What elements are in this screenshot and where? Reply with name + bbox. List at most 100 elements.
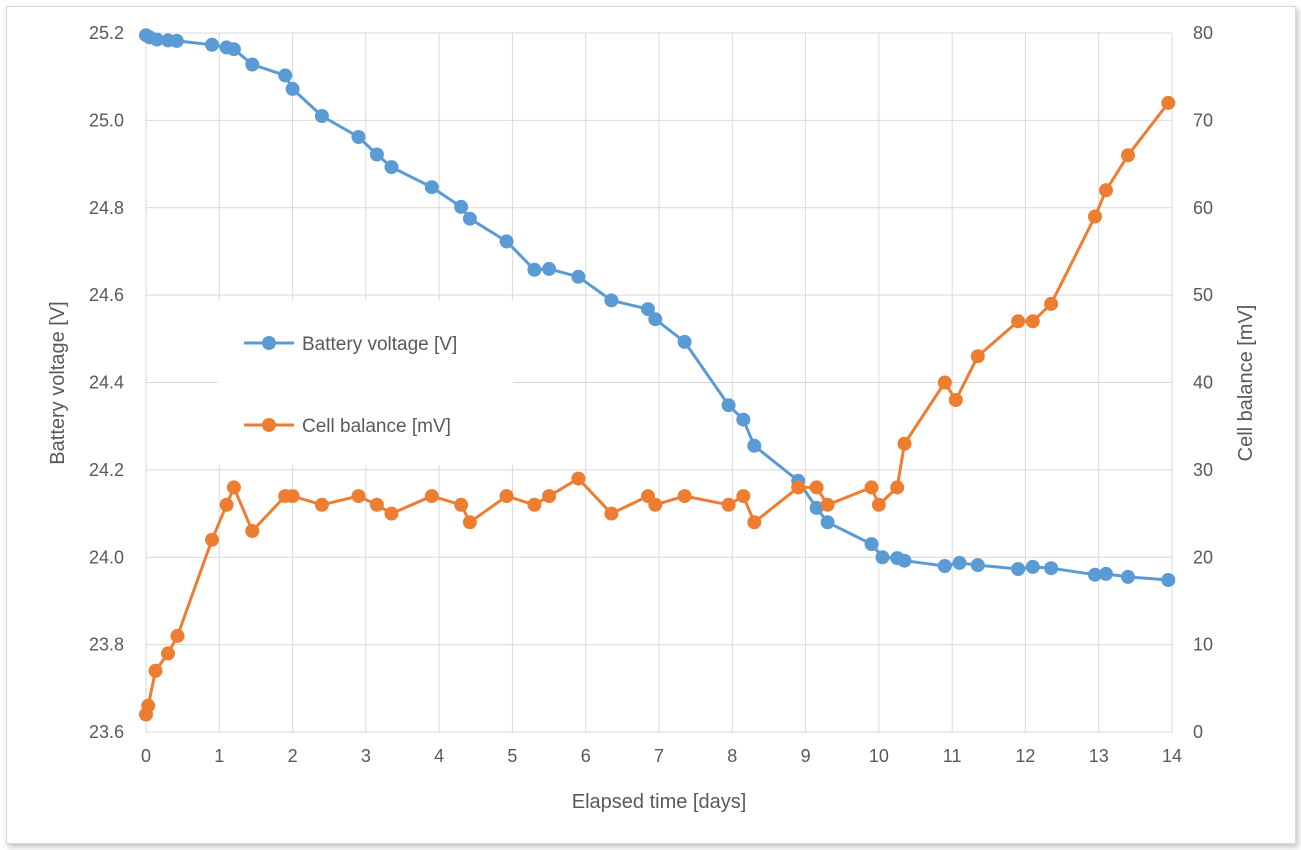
data-point — [424, 489, 439, 504]
data-point — [1121, 148, 1135, 163]
data-point — [890, 480, 905, 495]
x-tick-label: 6 — [581, 746, 591, 766]
data-point — [677, 334, 692, 349]
y2-axis-title: Cell balance [mV] — [1235, 305, 1257, 462]
data-point — [1099, 566, 1113, 581]
data-point — [245, 57, 260, 72]
data-point — [499, 234, 514, 249]
data-point — [648, 497, 663, 512]
legend-swatch-marker-voltage — [262, 336, 276, 350]
data-point — [278, 68, 293, 83]
data-point — [148, 663, 163, 678]
y2-tick-label: 80 — [1193, 23, 1213, 43]
data-point — [454, 199, 469, 214]
series-cell-balance — [139, 95, 1176, 722]
data-point — [205, 37, 219, 52]
data-point — [721, 497, 736, 512]
y-tick-label: 25.2 — [89, 23, 124, 43]
data-point — [736, 489, 751, 504]
data-point — [285, 489, 300, 504]
data-point — [1161, 573, 1176, 587]
series-line — [144, 101, 1170, 715]
x-tick-label: 14 — [1162, 746, 1182, 766]
data-point — [245, 524, 260, 538]
data-point — [809, 500, 824, 515]
series-layer — [139, 28, 1176, 722]
data-point — [648, 312, 663, 327]
x-tick-label: 0 — [141, 746, 151, 766]
data-point — [285, 81, 300, 96]
legend-label-voltage: Battery voltage [V] — [302, 334, 457, 355]
data-point — [820, 497, 835, 512]
data-point — [141, 698, 156, 713]
legend-box — [218, 300, 513, 465]
y-axis-title: Battery voltage [V] — [47, 301, 69, 464]
data-point — [1025, 314, 1040, 329]
y-tick-label: 24.0 — [89, 547, 124, 567]
data-point — [571, 471, 586, 486]
data-point — [948, 393, 963, 407]
data-point — [351, 130, 366, 144]
data-point — [462, 211, 477, 226]
data-point — [677, 489, 692, 504]
data-point — [219, 497, 234, 512]
y-tick-label: 24.2 — [89, 460, 124, 480]
x-tick-label: 12 — [1015, 746, 1035, 766]
data-point — [1088, 209, 1102, 224]
y-tick-label: 23.8 — [89, 635, 124, 655]
data-point — [205, 532, 219, 547]
data-point — [351, 489, 366, 504]
data-point — [604, 506, 619, 521]
data-point — [384, 160, 399, 175]
data-point — [571, 269, 586, 284]
data-point — [369, 147, 384, 162]
data-point — [1044, 296, 1059, 311]
series-line — [145, 33, 1169, 582]
x-tick-label: 5 — [507, 746, 517, 766]
data-point — [970, 349, 985, 364]
legend: Battery voltage [V] Cell balance [mV] — [218, 300, 513, 465]
y-tick-label: 24.6 — [89, 285, 124, 305]
data-point — [871, 497, 886, 512]
data-point — [875, 550, 890, 565]
data-point — [1088, 567, 1102, 582]
data-point — [1044, 561, 1059, 576]
data-point — [721, 398, 736, 413]
x-tick-label: 7 — [654, 746, 664, 766]
data-point — [864, 537, 879, 552]
data-point — [1161, 95, 1176, 110]
data-point — [369, 497, 384, 512]
data-point — [226, 480, 241, 495]
data-point — [604, 293, 619, 308]
x-tick-label: 11 — [943, 746, 962, 766]
data-point — [542, 489, 557, 504]
axes: 0 1 2 3 4 5 6 7 8 9 10 11 12 13 1423.623.824.024.224.4… — [89, 23, 1213, 766]
data-point — [952, 555, 967, 570]
y2-tick-label: 40 — [1193, 373, 1213, 393]
data-point — [1025, 559, 1040, 574]
data-point — [169, 33, 184, 48]
data-point — [226, 42, 241, 57]
x-tick-label: 13 — [1089, 746, 1109, 766]
data-point — [736, 412, 751, 427]
y-tick-label: 24.8 — [89, 198, 124, 218]
data-point — [424, 180, 439, 195]
data-point — [499, 489, 514, 504]
data-point — [384, 506, 399, 521]
data-point — [820, 515, 835, 530]
x-axis-title: Elapsed time [days] — [572, 791, 747, 813]
y2-tick-label: 50 — [1193, 285, 1213, 305]
x-tick-label: 8 — [727, 746, 737, 766]
x-tick-label: 2 — [288, 746, 298, 766]
data-point — [897, 436, 912, 451]
data-point — [170, 628, 185, 643]
data-point — [641, 302, 655, 317]
data-point — [314, 109, 329, 123]
legend-swatch-marker-balance — [262, 418, 276, 432]
data-point — [527, 497, 542, 512]
data-point — [1011, 314, 1026, 329]
data-point — [970, 558, 985, 573]
y-tick-label: 25.0 — [89, 110, 124, 130]
legend-label-balance: Cell balance [mV] — [302, 416, 451, 437]
x-tick-label: 10 — [869, 746, 889, 766]
